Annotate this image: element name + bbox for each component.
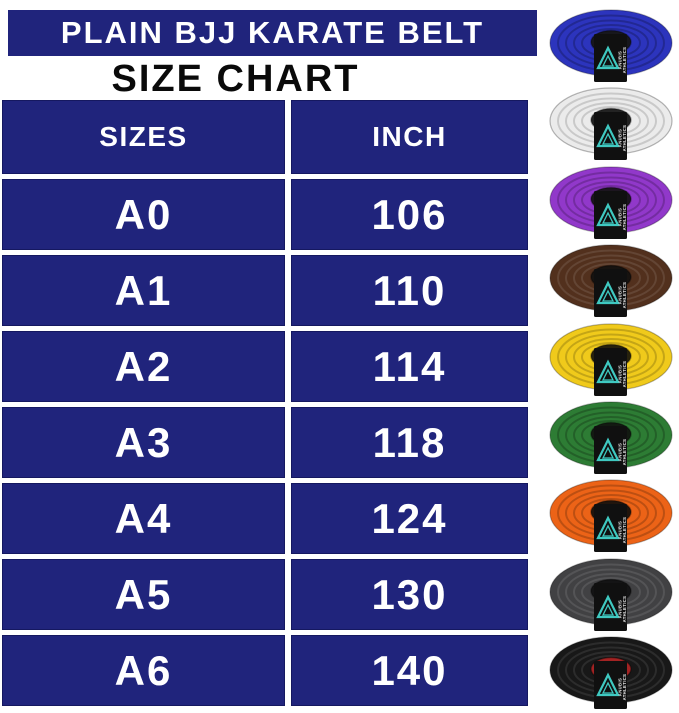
svg-text:ATHLETICS: ATHLETICS [622,125,627,152]
svg-text:ATHLETICS: ATHLETICS [622,47,627,74]
column-header-sizes: SIZES [2,100,285,174]
inch-cell: 124 [290,483,528,554]
anubis-triangle-logo-icon [596,359,620,383]
inch-cell: 110 [290,255,528,326]
inch-cell: 130 [290,559,528,630]
belt-roll-icon: ANUBIS ATHLETICS [549,87,673,161]
anubis-triangle-logo-icon [596,672,620,697]
anubis-triangle-logo-icon [596,594,620,618]
anubis-triangle-logo-icon [596,202,620,226]
belt-roll-icon: ANUBIS ATHLETICS [549,401,673,474]
svg-text:ANUBIS: ANUBIS [618,443,623,461]
size-cell: A0 [2,179,285,250]
svg-text:ANUBIS: ANUBIS [618,599,623,617]
belt-black: ANUBIS ATHLETICS [547,635,677,713]
size-cell: A6 [2,635,285,706]
brand-patch: ANUBIS ATHLETICS [594,34,627,82]
anubis-triangle-logo-icon [596,123,620,148]
column-header-inch: INCH [290,100,528,174]
belt-roll-icon: ANUBIS ATHLETICS [549,322,673,396]
size-cell: A5 [2,559,285,630]
belt-roll-icon: ANUBIS ATHLETICS [549,636,673,709]
svg-text:ATHLETICS: ATHLETICS [622,674,627,701]
belt-purple: ANUBIS ATHLETICS [547,165,677,243]
anubis-triangle-logo-icon [596,45,620,70]
belt-orange: ANUBIS ATHLETICS [547,478,677,556]
belt-roll-icon: ANUBIS ATHLETICS [549,244,673,318]
belt-roll-icon: ANUBIS ATHLETICS [549,479,673,553]
size-cell: A2 [2,331,285,402]
belt-brown: ANUBIS ATHLETICS [547,243,677,321]
belt-yellow: ANUBIS ATHLETICS [547,322,677,400]
anubis-triangle-logo-icon [596,437,620,461]
svg-text:ATHLETICS: ATHLETICS [622,517,627,544]
svg-text:ANUBIS: ANUBIS [618,208,623,226]
product-title-banner: PLAIN BJJ KARATE BELT [8,10,537,56]
svg-text:ANUBIS: ANUBIS [618,364,623,382]
svg-text:ATHLETICS: ATHLETICS [622,203,627,230]
svg-text:ATHLETICS: ATHLETICS [622,282,627,309]
belt-green: ANUBIS ATHLETICS [547,400,677,478]
belt-color-gallery: ANUBIS ATHLETICS ANUBIS ATHLETICS ANUBIS… [545,0,679,713]
svg-text:ANUBIS: ANUBIS [618,129,623,147]
inch-cell: 140 [290,635,528,706]
svg-text:ATHLETICS: ATHLETICS [622,438,627,465]
svg-text:ATHLETICS: ATHLETICS [622,360,627,387]
svg-text:ATHLETICS: ATHLETICS [622,595,627,622]
brand-patch: ANUBIS ATHLETICS [594,190,627,239]
brand-patch: ANUBIS ATHLETICS [594,347,627,396]
brand-patch: ANUBIS ATHLETICS [594,661,627,709]
belt-white: ANUBIS ATHLETICS [547,86,677,164]
product-title: PLAIN BJJ KARATE BELT [60,15,485,50]
brand-patch: ANUBIS ATHLETICS [594,112,627,161]
belt-gray: ANUBIS ATHLETICS [547,557,677,635]
size-chart-heading: SIZE CHART [111,58,360,100]
belt-blue: ANUBIS ATHLETICS [547,8,677,86]
svg-text:ANUBIS: ANUBIS [618,678,623,696]
svg-text:ANUBIS: ANUBIS [618,521,623,539]
anubis-triangle-logo-icon [596,280,620,305]
anubis-triangle-logo-icon [596,515,620,540]
inch-cell: 118 [290,407,528,478]
size-cell: A1 [2,255,285,326]
brand-patch: ANUBIS ATHLETICS [594,269,627,318]
svg-text:ANUBIS: ANUBIS [618,286,623,304]
size-chart-table: SIZES INCH A0 106 A1 110 A2 114 A3 118 A4 124 A5 130 A… [2,100,528,708]
brand-patch: ANUBIS ATHLETICS [594,582,627,631]
brand-patch: ANUBIS ATHLETICS [594,504,627,553]
inch-cell: 106 [290,179,528,250]
inch-cell: 114 [290,331,528,402]
belt-roll-icon: ANUBIS ATHLETICS [549,558,673,631]
size-cell: A3 [2,407,285,478]
size-chart-panel: PLAIN BJJ KARATE BELT SIZE CHART SIZES IN… [2,10,537,708]
brand-patch: ANUBIS ATHLETICS [594,425,627,474]
belt-roll-icon: ANUBIS ATHLETICS [549,9,673,82]
belt-roll-icon: ANUBIS ATHLETICS [549,166,673,239]
svg-text:ANUBIS: ANUBIS [618,51,623,69]
size-cell: A4 [2,483,285,554]
